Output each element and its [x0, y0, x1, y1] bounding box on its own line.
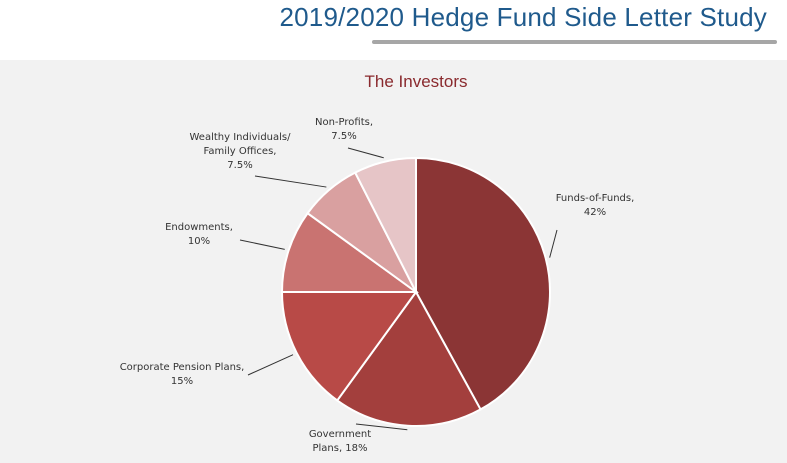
slice-label-line: 42%	[584, 207, 606, 218]
chart-title: The Investors	[365, 72, 468, 91]
slice-label-line: 7.5%	[227, 160, 252, 171]
leader-line	[254, 175, 327, 188]
slice-label-line: Government	[309, 429, 371, 440]
pie-slice-non-profits	[353, 156, 417, 293]
leader-line	[549, 229, 558, 258]
slice-label-line: Plans, 18%	[312, 443, 367, 454]
pie-slices	[280, 156, 552, 427]
pie-slice-government-plans	[335, 290, 482, 427]
slice-label-line: Corporate Pension Plans,	[120, 362, 245, 373]
slice-label-line: Non-Profits,	[315, 117, 373, 128]
slice-label-line: Family Offices,	[204, 146, 277, 157]
pie-slice-endowments	[280, 211, 420, 293]
slice-label-line: Funds-of-Funds,	[556, 193, 635, 204]
slice-label: Endowments, 10%	[165, 222, 233, 247]
header: 2019/2020 Hedge Fund Side Letter Study	[0, 0, 787, 60]
leader-line	[247, 354, 294, 376]
slice-label: Wealthy Individuals/Family Offices, 7.5%	[190, 132, 292, 171]
pie-slice-funds-of-funds	[415, 156, 552, 411]
slice-label-line: Endowments,	[165, 222, 233, 233]
pie-chart: The Investors Funds-of-Funds, 42% Governme…	[120, 72, 635, 454]
slice-label: Corporate Pension Plans, 15%	[120, 362, 245, 387]
page-title: 2019/2020 Hedge Fund Side Letter Study	[279, 2, 767, 32]
chart-panel: The Investors Funds-of-Funds, 42% Governme…	[0, 60, 787, 463]
slice-label-line: 7.5%	[331, 131, 356, 142]
slice-labels: Funds-of-Funds, 42% Government Plans, 18% Co…	[120, 117, 635, 454]
slice-label-line: 10%	[188, 236, 210, 247]
leader-line	[347, 147, 384, 159]
title-underline	[372, 40, 777, 44]
leader-line	[355, 423, 408, 431]
slice-label-line: 15%	[171, 376, 193, 387]
slice-label: Government Plans, 18%	[309, 429, 371, 454]
slice-label: Funds-of-Funds, 42%	[556, 193, 635, 218]
leader-lines	[239, 147, 558, 431]
pie-slice-corporate-pension-plans	[280, 291, 418, 402]
leader-line	[239, 239, 285, 250]
slice-label: Non-Profits, 7.5%	[315, 117, 373, 142]
slice-label-line: Wealthy Individuals/	[190, 132, 292, 143]
